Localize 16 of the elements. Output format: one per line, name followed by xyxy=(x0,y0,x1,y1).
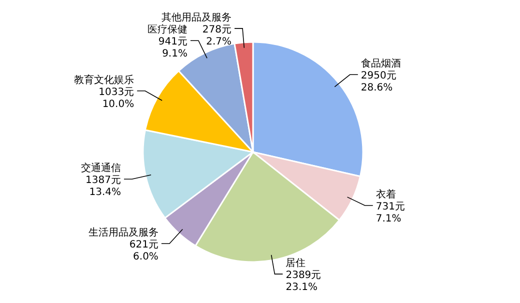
slice-label: 教育文化娱乐 xyxy=(74,74,134,86)
slice-label: 衣着 xyxy=(376,188,396,200)
slice-label: 医疗保健 xyxy=(147,24,188,36)
slice-label: 其他用品及服务 xyxy=(162,11,232,24)
slice-label: 居住 xyxy=(286,258,306,270)
data-label: 731元 7.1% xyxy=(376,201,405,224)
data-label: 621元 6.0% xyxy=(129,240,158,263)
data-label: 278元 2.7% xyxy=(202,24,232,48)
data-label: 941元 9.1% xyxy=(158,36,188,60)
slice-label: 生活用品及服务 xyxy=(88,226,158,239)
data-label: 1033元 10.0% xyxy=(98,86,134,110)
data-label: 2389元 23.1% xyxy=(286,270,322,294)
slice-label: 食品烟酒 xyxy=(360,58,401,70)
data-label: 1387元 13.4% xyxy=(86,175,122,198)
slice-label: 交通通信 xyxy=(81,162,122,174)
data-label: 2950元 28.6% xyxy=(360,70,396,94)
